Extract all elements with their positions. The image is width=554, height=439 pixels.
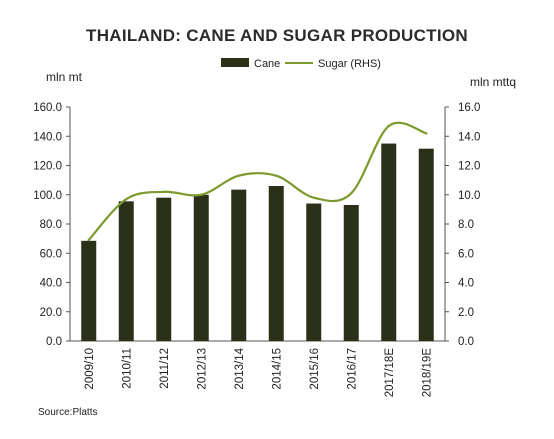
point-sugar (200, 193, 203, 196)
legend-swatch-cane (221, 58, 249, 67)
left-tick-label: 160.0 (33, 102, 62, 114)
bar-cane (81, 240, 97, 341)
legend-label-cane: Cane (254, 58, 280, 70)
left-axis-label: mln mt (46, 70, 83, 84)
right-tick-label: 2.0 (458, 307, 474, 319)
right-tick-label: 4.0 (458, 278, 474, 290)
right-tick-label: 0.0 (458, 336, 474, 348)
right-tick-label: 14.0 (458, 131, 480, 143)
bar-cane (193, 194, 209, 341)
x-tick-label: 2016/17 (346, 348, 358, 390)
right-tick-label: 6.0 (458, 248, 474, 260)
left-tick-label: 20.0 (40, 307, 62, 319)
point-sugar (312, 196, 315, 199)
bar-cane (381, 143, 397, 341)
bar-cane (306, 203, 322, 341)
right-tick-label: 8.0 (458, 219, 474, 231)
x-tick-label: 2018/19E (421, 348, 433, 398)
left-tick-label: 80.0 (40, 219, 62, 231)
left-tick-label: 40.0 (40, 278, 62, 290)
point-sugar (387, 124, 390, 128)
x-tick-label: 2011/12 (159, 348, 171, 389)
bar-cane (156, 197, 172, 341)
x-tick-label: 2009/10 (84, 348, 96, 390)
bar-cane (343, 204, 359, 341)
x-tick-label: 2013/14 (234, 347, 246, 389)
left-tick-label: 0.0 (46, 336, 62, 348)
point-sugar (425, 132, 428, 135)
point-sugar (350, 192, 353, 195)
x-tick-label: 2014/15 (271, 348, 283, 390)
right-axis-label: mln mttq (470, 75, 516, 89)
left-tick-label: 60.0 (40, 248, 62, 260)
right-tick-label: 10.0 (458, 190, 480, 202)
point-sugar (87, 238, 90, 242)
chart-title: THAILAND: CANE AND SUGAR PRODUCTION (86, 26, 468, 45)
left-tick-label: 140.0 (33, 131, 62, 143)
x-tick-label: 2015/16 (309, 348, 321, 390)
x-tick-label: 2017/18E (384, 348, 396, 398)
source-note: Source:Platts (38, 407, 98, 418)
right-tick-label: 12.0 (458, 161, 480, 173)
bar-cane (268, 185, 284, 341)
x-tick-label: 2010/11 (121, 348, 133, 389)
bar-cane (231, 189, 247, 341)
legend-label-sugar: Sugar (RHS) (318, 58, 381, 70)
x-tick-label: 2012/13 (196, 348, 208, 390)
left-tick-label: 120.0 (33, 161, 62, 173)
bar-cane (418, 148, 434, 341)
bar-cane (118, 201, 134, 341)
point-sugar (162, 190, 165, 194)
point-sugar (275, 174, 278, 177)
point-sugar (237, 174, 240, 177)
point-sugar (125, 197, 128, 201)
line-sugar (87, 121, 427, 241)
right-tick-label: 16.0 (458, 102, 480, 114)
left-tick-label: 100.0 (33, 190, 62, 202)
